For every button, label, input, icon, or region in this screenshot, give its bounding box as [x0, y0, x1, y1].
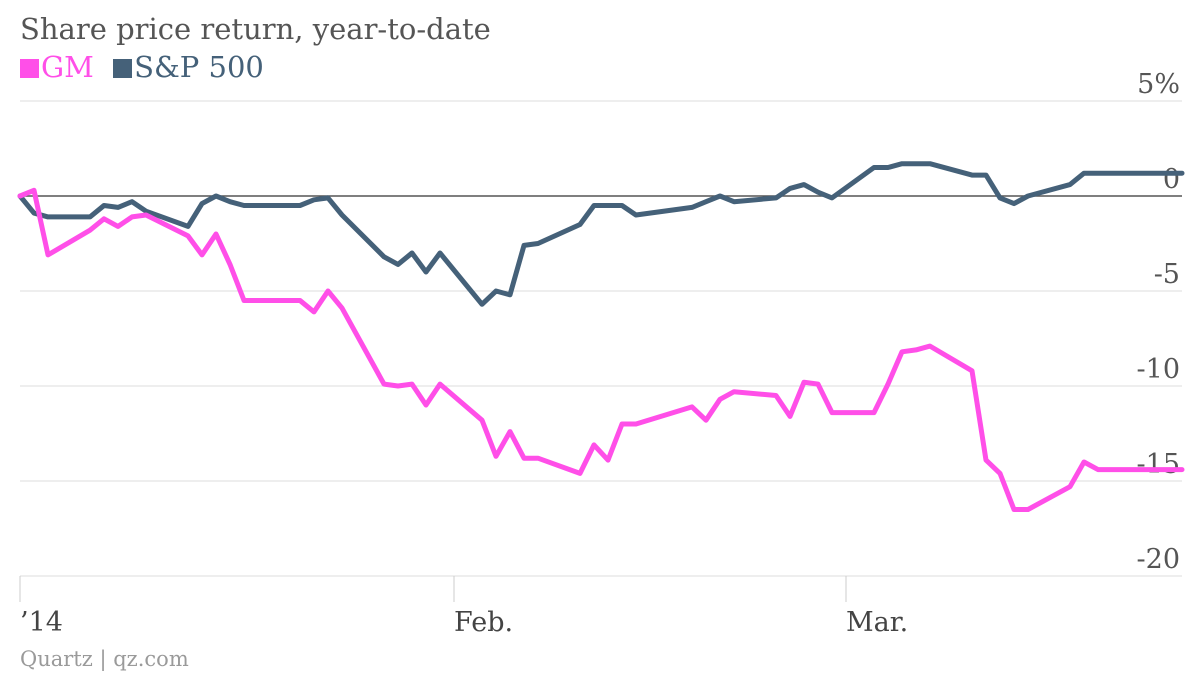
series-line-sp500 [17, 161, 1185, 307]
legend-item-sp500: S&P 500 [113, 50, 264, 84]
source-credit: Quartz | qz.com [20, 647, 189, 671]
y-tick-label: -20 [1137, 544, 1180, 575]
legend-swatch-gm [20, 59, 39, 78]
x-tick-label: Mar. [846, 607, 908, 638]
x-tick-label: ’14 [20, 607, 63, 638]
legend: GM S&P 500 [20, 50, 274, 84]
series-line-gm [17, 187, 1185, 512]
y-tick-label: -10 [1137, 354, 1180, 385]
legend-item-gm: GM [20, 50, 94, 84]
chart-title: Share price return, year-to-date [20, 12, 491, 46]
legend-swatch-sp500 [113, 59, 133, 78]
y-tick-label: 5% [1137, 69, 1180, 100]
legend-label-sp500: S&P 500 [134, 50, 264, 84]
y-tick-label: 0 [1163, 164, 1180, 195]
legend-label-gm: GM [41, 50, 94, 84]
y-tick-label: -15 [1137, 449, 1180, 480]
y-tick-label: -5 [1154, 259, 1180, 290]
x-tick-label: Feb. [454, 607, 513, 638]
